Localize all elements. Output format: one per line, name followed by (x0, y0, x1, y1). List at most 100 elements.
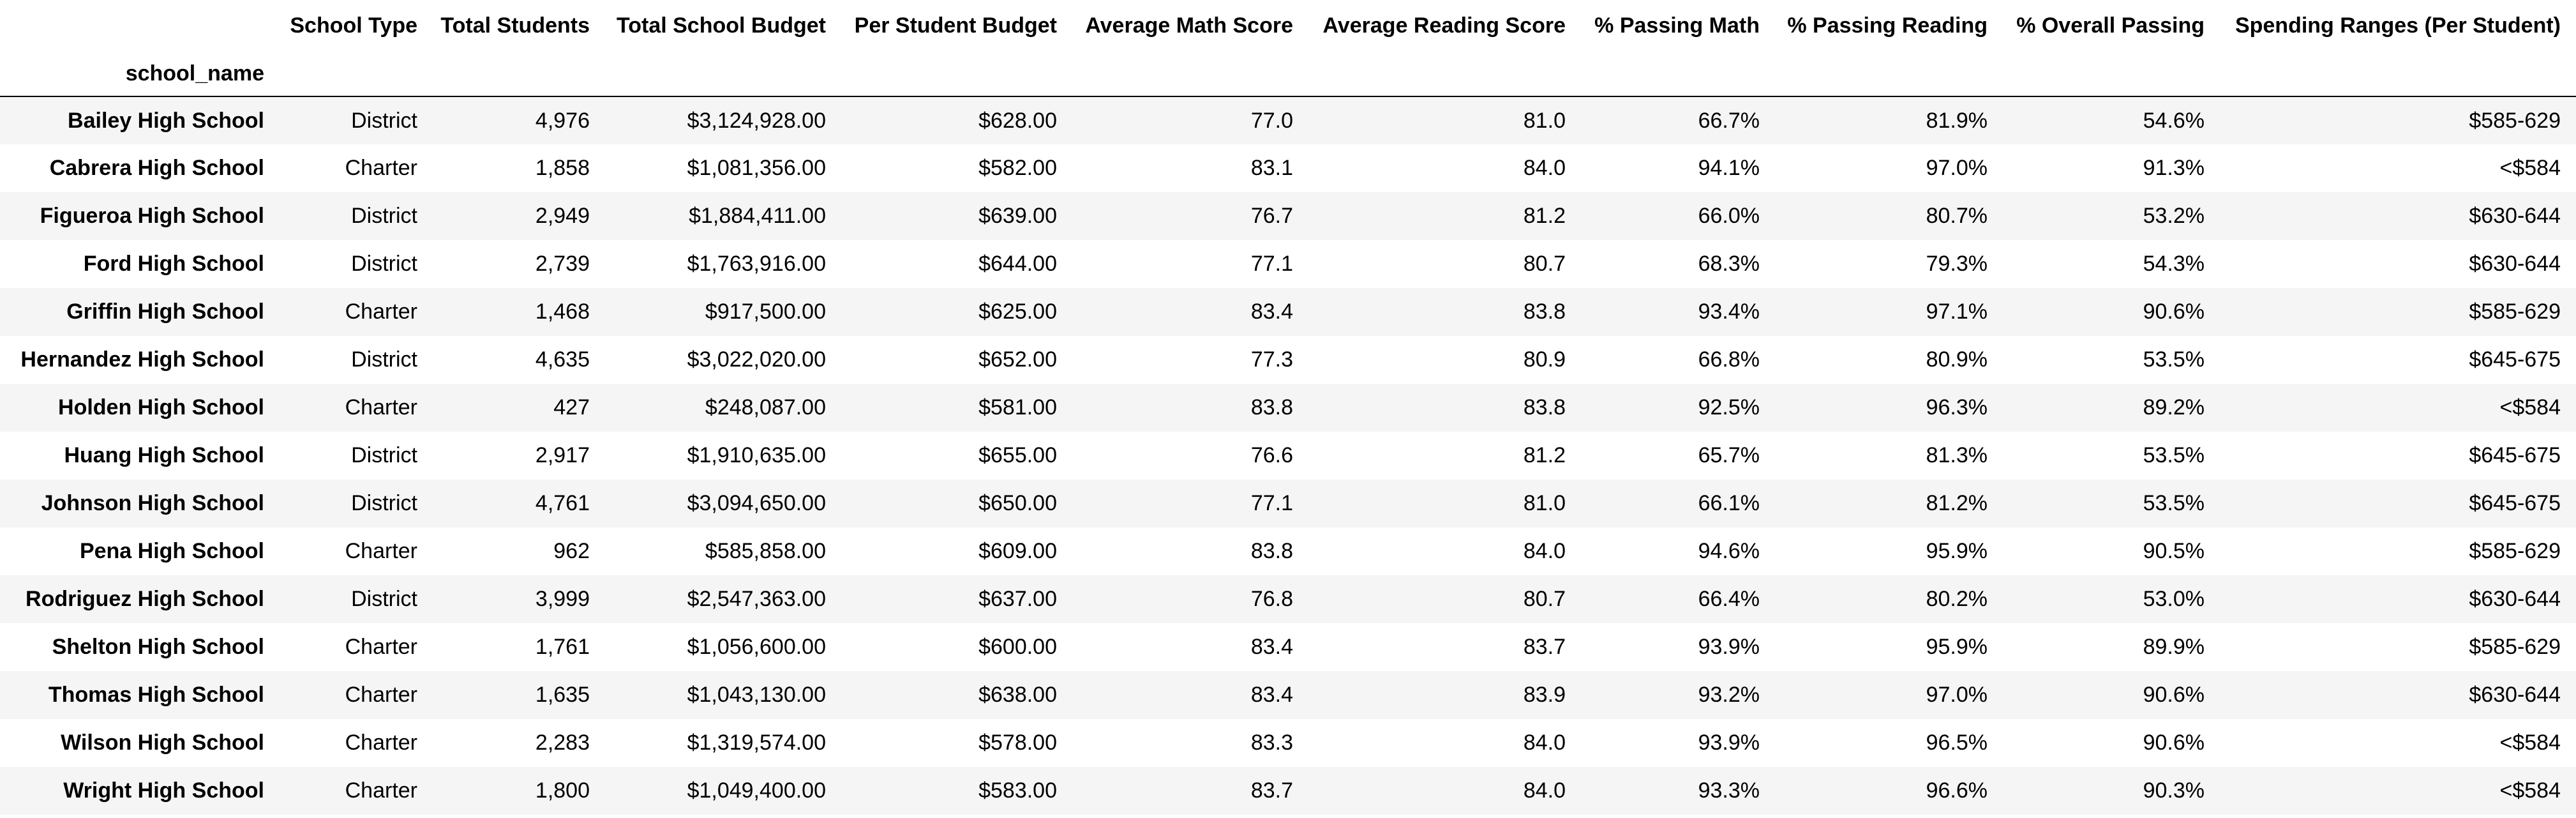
table-cell: $652.00 (978, 347, 1057, 372)
table-cell: Charter (345, 635, 417, 659)
blank-header-cell (1072, 51, 1308, 97)
table-cell: 79.3% (1926, 252, 1988, 276)
school-name-cell: Rodriguez High School (26, 587, 264, 611)
table-cell: 68.3% (1698, 252, 1760, 276)
table-cell: $650.00 (978, 491, 1057, 515)
table-cell: 83.4 (1250, 683, 1293, 707)
table-row: Hernandez High School District 4,635 $3,022… (0, 336, 2576, 384)
school-name-cell: Johnson High School (41, 491, 264, 515)
table-cell: 66.0% (1698, 204, 1760, 228)
table-cell: 53.5% (2143, 443, 2205, 467)
blank-header-cell (841, 51, 1072, 97)
table-cell: $630-644 (2469, 204, 2561, 228)
table-cell: 65.7% (1698, 443, 1760, 467)
column-header: Per Student Budget (854, 13, 1057, 38)
table-cell: $609.00 (978, 539, 1057, 563)
column-header: Total School Budget (616, 13, 826, 38)
table-cell: 84.0 (1523, 156, 1566, 180)
table-cell: 93.9% (1698, 635, 1760, 659)
table-cell: 53.0% (2143, 587, 2205, 611)
table-cell: $3,094,650.00 (687, 491, 826, 515)
blank-header-cell (433, 51, 605, 97)
table-cell: Charter (345, 156, 417, 180)
table-cell: $582.00 (978, 156, 1057, 180)
table-cell: $630-644 (2469, 587, 2561, 611)
table-cell: 53.2% (2143, 204, 2205, 228)
table-cell: $645-675 (2469, 491, 2561, 515)
table-cell: $630-644 (2469, 683, 2561, 707)
table-cell: 96.3% (1926, 395, 1988, 420)
table-cell: 1,635 (535, 683, 590, 707)
table-cell: 92.5% (1698, 395, 1760, 420)
table-cell: 93.4% (1698, 299, 1760, 324)
school-name-cell: Pena High School (79, 539, 264, 563)
table-cell: $2,547,363.00 (687, 587, 826, 611)
index-header-row: school_name (0, 51, 2576, 97)
table-cell: 66.4% (1698, 587, 1760, 611)
table-cell: $1,319,574.00 (687, 731, 826, 755)
column-header: % Passing Math (1594, 13, 1760, 38)
table-cell: $917,500.00 (705, 299, 826, 324)
table-cell: 95.9% (1926, 635, 1988, 659)
table-cell: 94.6% (1698, 539, 1760, 563)
table-cell: 53.5% (2143, 491, 2205, 515)
table-cell: 66.7% (1698, 108, 1760, 133)
table-cell: 83.8 (1250, 539, 1293, 563)
table-cell: $628.00 (978, 108, 1057, 133)
table-cell: Charter (345, 539, 417, 563)
blank-header-cell (1308, 51, 1581, 97)
table-cell: 83.7 (1523, 635, 1566, 659)
table-cell: 89.2% (2143, 395, 2205, 420)
blank-header-cell (280, 51, 433, 97)
table-cell: District (351, 491, 417, 515)
table-cell: $625.00 (978, 299, 1057, 324)
school-name-cell: Holden High School (58, 395, 264, 420)
table-cell: <$584 (2499, 156, 2561, 180)
school-name-cell: Huang High School (64, 443, 264, 467)
table-cell: $1,056,600.00 (687, 635, 826, 659)
table-cell: 77.1 (1250, 252, 1293, 276)
table-cell: 54.3% (2143, 252, 2205, 276)
table-cell: 84.0 (1523, 539, 1566, 563)
table-cell: 83.4 (1250, 299, 1293, 324)
table-cell: <$584 (2499, 778, 2561, 803)
table-cell: 80.9 (1523, 347, 1566, 372)
table-cell: District (351, 204, 417, 228)
table-cell: 83.3 (1250, 731, 1293, 755)
table-cell: 3,999 (535, 587, 590, 611)
table-cell: 66.8% (1698, 347, 1760, 372)
column-header: Total Students (440, 13, 590, 38)
table-cell: $3,124,928.00 (687, 108, 826, 133)
table-cell: 2,739 (535, 252, 590, 276)
table-cell: $581.00 (978, 395, 1057, 420)
table-cell: 81.3% (1926, 443, 1988, 467)
table-cell: 83.1 (1250, 156, 1293, 180)
table-row: Griffin High School Charter 1,468 $917,500.… (0, 288, 2576, 336)
table-row: Wilson High School Charter 2,283 $1,319,574… (0, 719, 2576, 767)
table-row: Huang High School District 2,917 $1,910,635… (0, 432, 2576, 480)
column-header: Average Reading Score (1322, 13, 1566, 38)
school-name-cell: Cabrera High School (49, 156, 264, 180)
table-cell: 1,800 (535, 778, 590, 803)
table-cell: 1,761 (535, 635, 590, 659)
table-cell: $1,081,356.00 (687, 156, 826, 180)
table-body: Bailey High School District 4,976 $3,124,92… (0, 96, 2576, 815)
table-cell: 80.7 (1523, 587, 1566, 611)
column-header-row: School Type Total Students Total School Bu… (0, 0, 2576, 51)
table-cell: 76.8 (1250, 587, 1293, 611)
table-cell: <$584 (2499, 731, 2561, 755)
table-cell: $637.00 (978, 587, 1057, 611)
table-cell: 53.5% (2143, 347, 2205, 372)
table-cell: $585-629 (2469, 635, 2561, 659)
table-cell: 2,283 (535, 731, 590, 755)
table-cell: 2,917 (535, 443, 590, 467)
table-cell: 84.0 (1523, 778, 1566, 803)
table-cell: 89.9% (2143, 635, 2205, 659)
table-cell: $3,022,020.00 (687, 347, 826, 372)
table-cell: Charter (345, 395, 417, 420)
table-row: Johnson High School District 4,761 $3,094,6… (0, 480, 2576, 527)
table-cell: 76.6 (1250, 443, 1293, 467)
table-cell: 962 (553, 539, 590, 563)
table-cell: 90.6% (2143, 299, 2205, 324)
